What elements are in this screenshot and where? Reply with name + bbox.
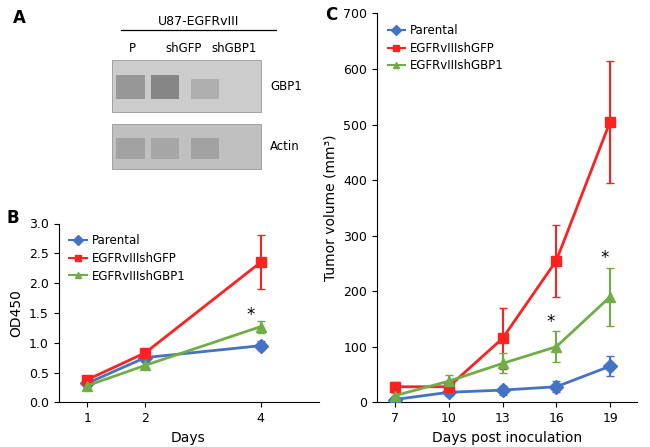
Legend: Parental, EGFRvIIIshGFP, EGFRvIIIshGBP1: Parental, EGFRvIIIshGFP, EGFRvIIIshGBP1 bbox=[383, 19, 508, 77]
FancyBboxPatch shape bbox=[151, 139, 179, 159]
X-axis label: Days: Days bbox=[171, 430, 206, 445]
Text: shGBP1: shGBP1 bbox=[211, 42, 257, 55]
FancyBboxPatch shape bbox=[151, 75, 179, 99]
Legend: Parental, EGFRvIIIshGFP, EGFRvIIIshGBP1: Parental, EGFRvIIIshGFP, EGFRvIIIshGBP1 bbox=[64, 229, 190, 287]
Text: C: C bbox=[325, 6, 337, 24]
FancyBboxPatch shape bbox=[191, 79, 219, 99]
Y-axis label: OD450: OD450 bbox=[9, 289, 23, 337]
FancyBboxPatch shape bbox=[191, 139, 219, 159]
FancyBboxPatch shape bbox=[116, 75, 144, 99]
FancyBboxPatch shape bbox=[116, 139, 144, 159]
Text: Actin: Actin bbox=[270, 140, 300, 153]
FancyBboxPatch shape bbox=[112, 60, 261, 112]
Text: U87-EGFRvIII: U87-EGFRvIII bbox=[158, 15, 239, 28]
Text: B: B bbox=[6, 209, 19, 227]
Y-axis label: Tumor volume (mm³): Tumor volume (mm³) bbox=[324, 135, 338, 281]
Text: GBP1: GBP1 bbox=[270, 80, 302, 93]
X-axis label: Days post inoculation: Days post inoculation bbox=[432, 430, 582, 445]
Text: A: A bbox=[13, 9, 26, 27]
Text: P: P bbox=[129, 42, 136, 55]
FancyBboxPatch shape bbox=[112, 124, 261, 169]
Text: *: * bbox=[246, 306, 255, 324]
Text: *: * bbox=[601, 249, 609, 267]
Text: *: * bbox=[547, 313, 555, 331]
Text: shGFP: shGFP bbox=[165, 42, 202, 55]
